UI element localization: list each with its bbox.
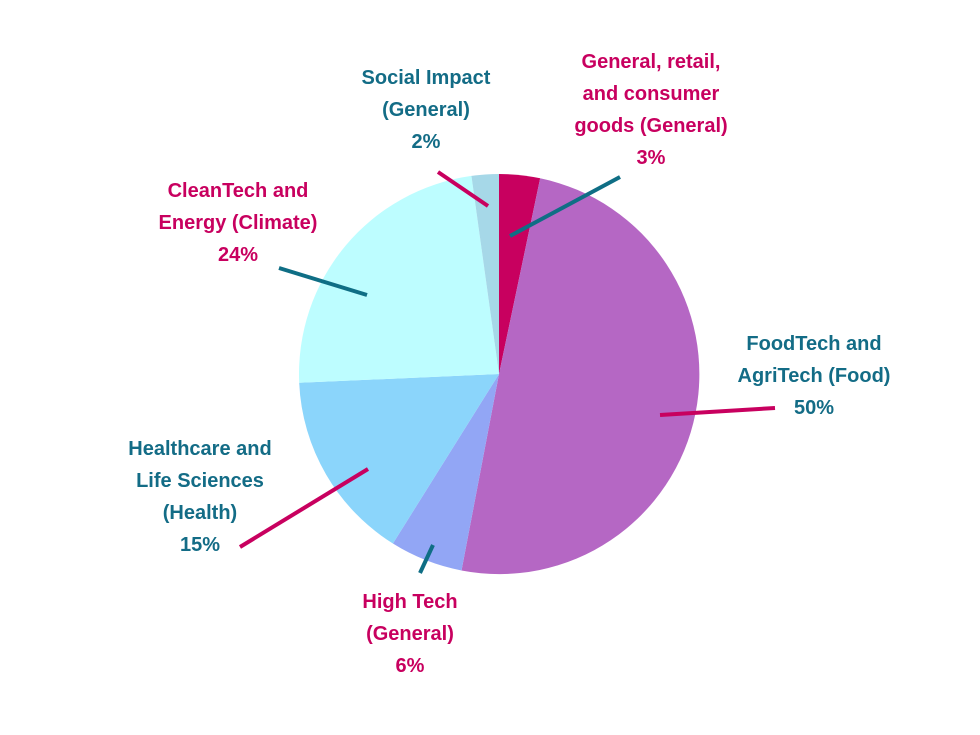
pie-slice	[461, 178, 700, 575]
pie-slice	[471, 174, 499, 374]
label-foodtech: FoodTech and AgriTech (Food) 50%	[714, 328, 914, 424]
pct-label: 15%	[179, 534, 221, 556]
label-high-tech: High Tech (General) 6%	[330, 586, 490, 682]
leader-line	[509, 175, 621, 238]
pie-slice	[299, 374, 499, 544]
leader-line	[278, 266, 368, 297]
leader-line	[436, 170, 490, 208]
label-social-impact: Social Impact (General) 2%	[336, 62, 516, 158]
pct-label: 50%	[793, 397, 835, 419]
pct-label: 2%	[411, 131, 441, 153]
pct-label: 24%	[217, 244, 259, 266]
pct-label: 3%	[636, 147, 666, 169]
label-general-retail: General, retail, and consumer goods (Gen…	[551, 46, 751, 174]
leader-line	[418, 544, 435, 574]
label-cleantech: CleanTech and Energy (Climate) 24%	[138, 175, 338, 271]
pct-label: 6%	[395, 655, 425, 677]
pie-slice	[298, 175, 499, 383]
leader-line	[659, 406, 776, 417]
pie-slices	[298, 174, 700, 575]
label-healthcare: Healthcare and Life Sciences (Health) 15…	[100, 433, 300, 561]
leader-line	[238, 467, 370, 549]
leader-lines	[238, 170, 776, 574]
pie-slice	[392, 374, 499, 571]
